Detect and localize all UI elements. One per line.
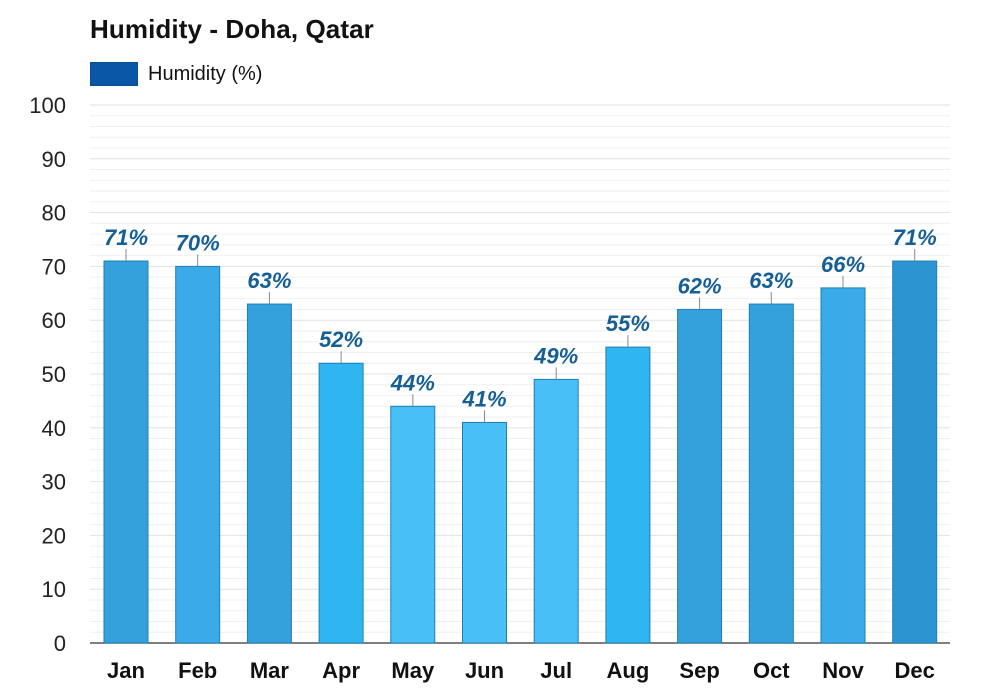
bar-jan xyxy=(103,260,149,644)
x-tick-label: Oct xyxy=(753,658,790,683)
y-tick-label: 100 xyxy=(29,93,66,118)
y-tick-label: 60 xyxy=(42,308,66,333)
legend-swatch xyxy=(90,62,138,86)
x-tick-label: Apr xyxy=(322,658,360,683)
data-label: 55% xyxy=(606,311,650,336)
bar-aug xyxy=(605,346,651,644)
y-tick-label: 40 xyxy=(42,416,66,441)
data-label: 44% xyxy=(390,370,435,395)
x-tick-label: Feb xyxy=(178,658,217,683)
data-label: 52% xyxy=(319,327,363,352)
bar-jun xyxy=(462,421,507,644)
x-tick-label: Aug xyxy=(607,658,650,683)
y-tick-label: 0 xyxy=(54,631,66,656)
y-tick-label: 30 xyxy=(42,470,66,495)
data-label: 71% xyxy=(104,225,148,250)
data-label: 41% xyxy=(461,386,506,411)
x-tick-label: Jun xyxy=(465,658,504,683)
data-label: 63% xyxy=(749,268,793,293)
bar-mar xyxy=(246,303,292,644)
x-tick-label: Dec xyxy=(895,658,935,683)
x-tick-label: Nov xyxy=(822,658,864,683)
x-tick-label: Jan xyxy=(107,658,145,683)
y-tick-label: 50 xyxy=(42,362,66,387)
data-label: 62% xyxy=(678,273,722,298)
x-tick-label: Sep xyxy=(679,658,719,683)
x-tick-label: May xyxy=(391,658,435,683)
bar-sep xyxy=(677,308,723,644)
y-tick-label: 10 xyxy=(42,577,66,602)
data-label: 63% xyxy=(247,268,291,293)
bar-dec xyxy=(892,260,938,644)
data-label: 71% xyxy=(893,225,937,250)
bar-may xyxy=(390,405,436,644)
y-tick-label: 80 xyxy=(42,201,66,226)
bar-apr xyxy=(318,362,364,644)
data-label: 70% xyxy=(176,230,220,255)
x-tick-label: Mar xyxy=(250,658,290,683)
data-label: 49% xyxy=(533,343,578,368)
y-tick-label: 90 xyxy=(42,147,66,172)
legend: Humidity (%) xyxy=(90,62,262,86)
y-tick-label: 70 xyxy=(42,254,66,279)
y-tick-label: 20 xyxy=(42,523,66,548)
x-tick-label: Jul xyxy=(540,658,572,683)
bar-jul xyxy=(533,378,579,644)
chart-title: Humidity - Doha, Qatar xyxy=(90,14,374,44)
bar-feb xyxy=(175,265,221,644)
legend-label: Humidity (%) xyxy=(148,62,263,85)
bar-oct xyxy=(748,303,794,644)
data-label: 66% xyxy=(821,252,865,277)
bar-nov xyxy=(820,287,866,644)
